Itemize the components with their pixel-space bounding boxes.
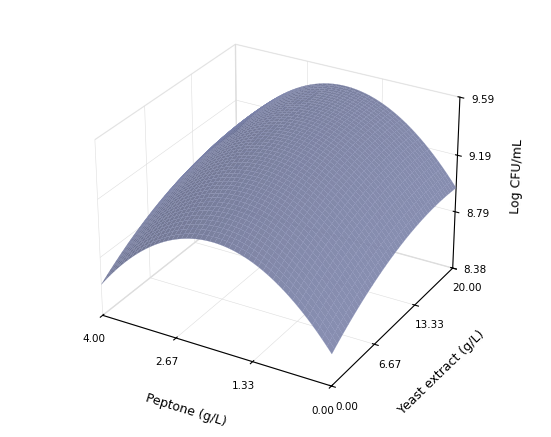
- Y-axis label: Yeast extract (g/L): Yeast extract (g/L): [396, 328, 487, 417]
- X-axis label: Peptone (g/L): Peptone (g/L): [144, 392, 228, 429]
